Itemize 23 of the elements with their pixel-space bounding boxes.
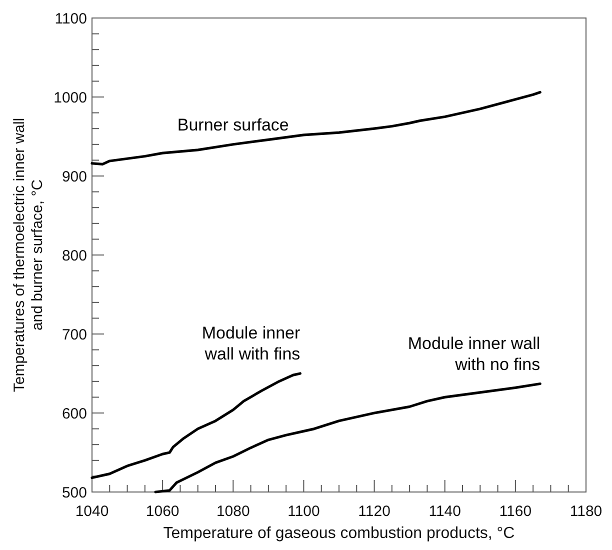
x-tick-label: 1180 — [570, 503, 602, 520]
line-series — [90, 90, 542, 166]
y-tick-label: 900 — [62, 168, 87, 186]
series-label: Module inner wall with no fins — [408, 334, 540, 374]
y-axis-title: Temperatures of thermoelectric inner wall and burner surface, °C — [11, 118, 46, 392]
x-axis-title: Temperature of gaseous combustion products, °C — [163, 525, 515, 542]
y-tick-label: 800 — [62, 247, 87, 264]
x-tick-label: 1060 — [146, 503, 180, 520]
series-label: Burner surface — [177, 115, 289, 134]
y-tick-label: 1000 — [54, 89, 87, 106]
x-tick-label: 1040 — [75, 503, 109, 520]
x-tick-label: 1160 — [499, 503, 532, 520]
y-tick-label: 600 — [62, 405, 87, 422]
y-tick-label: 700 — [62, 326, 87, 344]
x-tick-label: 1120 — [358, 503, 390, 520]
line-series — [154, 382, 542, 494]
line-series — [90, 372, 302, 480]
x-tick-label: 1140 — [428, 503, 461, 520]
x-tick-label: 1100 — [288, 503, 320, 520]
x-tick-label: 1080 — [216, 503, 250, 520]
y-tick-label: 500 — [62, 484, 87, 502]
series-label: Module inner wall with fins — [202, 324, 301, 364]
y-tick-label: 1100 — [54, 10, 87, 28]
